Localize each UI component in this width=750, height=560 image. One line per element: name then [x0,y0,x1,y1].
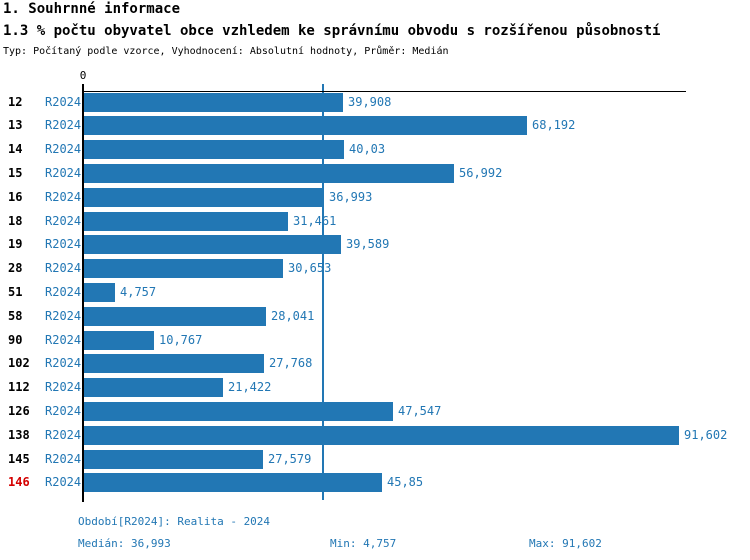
row-id-label: 14 [8,142,23,156]
bar-value-label: 45,85 [387,475,424,489]
bar [84,450,263,469]
bar [84,164,454,183]
chart-row: 145 R2024 27,579 [0,450,750,474]
chart-row: 28 R2024 30,653 [0,259,750,283]
row-id-label: 18 [8,214,23,228]
bar [84,188,324,207]
bar [84,331,154,350]
chart-row: 18 R2024 31,461 [0,212,750,236]
bar-value-label: 39,589 [346,237,390,251]
row-id-label: 19 [8,237,23,251]
bar-value-label: 27,579 [268,452,312,466]
row-id-label: 138 [8,428,30,442]
chart-row: 14 R2024 40,03 [0,140,750,164]
bar [84,212,288,231]
row-id-label: 90 [8,333,23,347]
row-id-label: 146 [8,475,30,489]
row-period-label: R2024 [45,309,82,323]
row-id-label: 28 [8,261,23,275]
bar [84,402,393,421]
bar-value-label: 27,768 [269,356,313,370]
row-period-label: R2024 [45,285,82,299]
chart-row: 16 R2024 36,993 [0,188,750,212]
row-period-label: R2024 [45,214,82,228]
row-id-label: 51 [8,285,23,299]
bar-value-label: 91,602 [684,428,728,442]
bar [84,378,223,397]
footer-median-label: Medián: 36,993 [78,537,171,550]
bar-value-label: 4,757 [120,285,157,299]
bar-value-label: 68,192 [532,118,576,132]
bar [84,354,264,373]
bar-value-label: 21,422 [228,380,272,394]
row-id-label: 12 [8,95,23,109]
bar-value-label: 36,993 [329,190,373,204]
row-period-label: R2024 [45,452,82,466]
row-id-label: 126 [8,404,30,418]
row-id-label: 16 [8,190,23,204]
chart-row: 90 R2024 10,767 [0,331,750,355]
chart-row: 19 R2024 39,589 [0,235,750,259]
bar [84,283,115,302]
row-period-label: R2024 [45,404,82,418]
chart-title: 1.3 % počtu obyvatel obce vzhledem ke sp… [3,23,661,39]
bar [84,116,527,135]
row-period-label: R2024 [45,428,82,442]
chart-row: 58 R2024 28,041 [0,307,750,331]
bar-value-label: 31,461 [293,214,337,228]
bar [84,235,341,254]
bar [84,140,344,159]
row-period-label: R2024 [45,356,82,370]
row-period-label: R2024 [45,190,82,204]
chart-row: 138 R2024 91,602 [0,426,750,450]
footer-min-label: Min: 4,757 [330,537,397,550]
row-id-label: 13 [8,118,23,132]
page-title: 1. Souhrnné informace [3,1,181,17]
row-period-label: R2024 [45,380,82,394]
chart-meta: Typ: Počítaný podle vzorce, Vyhodnocení:… [3,46,449,57]
chart-top-border [83,91,686,92]
y-axis-line [82,84,84,502]
footer-period-label: Období[R2024]: Realita - 2024 [78,515,271,528]
bar-value-label: 56,992 [459,166,503,180]
bar [84,93,343,112]
bar-value-label: 30,653 [288,261,332,275]
row-period-label: R2024 [45,333,82,347]
bar-value-label: 47,547 [398,404,442,418]
bar [84,473,382,492]
row-period-label: R2024 [45,95,82,109]
chart-row: 12 R2024 39,908 [0,93,750,117]
bar-value-label: 10,767 [159,333,203,347]
row-period-label: R2024 [45,118,82,132]
row-period-label: R2024 [45,237,82,251]
row-id-label: 15 [8,166,23,180]
row-period-label: R2024 [45,475,82,489]
bar [84,426,679,445]
median-reference-line [322,84,324,500]
chart-row: 112 R2024 21,422 [0,378,750,402]
row-id-label: 145 [8,452,30,466]
row-period-label: R2024 [45,261,82,275]
bar-value-label: 39,908 [348,95,392,109]
chart-row: 15 R2024 56,992 [0,164,750,188]
row-period-label: R2024 [45,166,82,180]
chart-row: 126 R2024 47,547 [0,402,750,426]
footer-max-label: Max: 91,602 [529,537,602,550]
bar [84,307,266,326]
chart-row: 102 R2024 27,768 [0,354,750,378]
row-period-label: R2024 [45,142,82,156]
x-axis-zero-label: 0 [79,69,87,82]
row-id-label: 102 [8,356,30,370]
chart-row: 51 R2024 4,757 [0,283,750,307]
bar [84,259,283,278]
bar-value-label: 28,041 [271,309,315,323]
chart-row: 13 R2024 68,192 [0,116,750,140]
row-id-label: 112 [8,380,30,394]
chart-row: 146 R2024 45,85 [0,473,750,497]
bar-value-label: 40,03 [349,142,386,156]
row-id-label: 58 [8,309,23,323]
